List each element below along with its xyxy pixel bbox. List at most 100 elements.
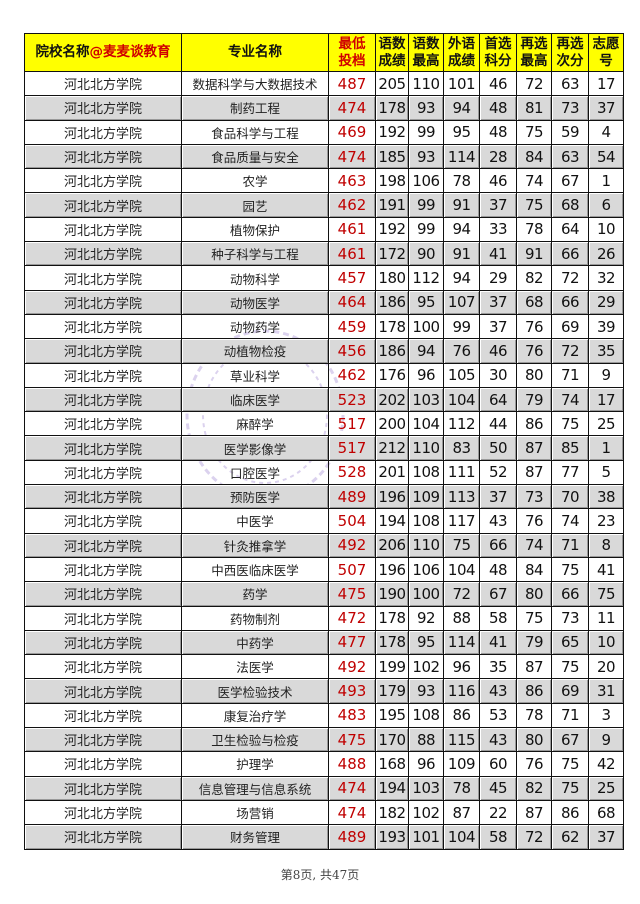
table-row: 河北北方学院 医学影像学 517 212 110 83 50 87 85 1 <box>24 435 624 461</box>
table-row: 河北北方学院 草业科学 462 176 96 105 30 80 71 9 <box>24 362 624 388</box>
cell-reselect-second: 69 <box>551 313 589 340</box>
h-l2: 最高 <box>520 52 548 69</box>
cell-first-choice: 37 <box>479 484 517 510</box>
cell-yushu-score: 195 <box>375 702 409 729</box>
cell-reselect-max: 79 <box>516 629 552 656</box>
cell-school: 河北北方学院 <box>24 70 182 97</box>
table-row: 河北北方学院 财务管理 489 193 101 104 58 72 62 37 <box>24 824 624 850</box>
cell-first-choice: 46 <box>479 70 517 97</box>
cell-yushu-max: 94 <box>408 338 444 364</box>
cell-wish-no: 17 <box>588 70 624 97</box>
cell-first-choice: 60 <box>479 751 517 777</box>
cell-first-choice: 67 <box>479 581 517 607</box>
cell-min-score: 461 <box>328 216 376 243</box>
cell-reselect-max: 86 <box>516 678 552 704</box>
cell-first-choice: 30 <box>479 362 517 388</box>
cell-major: 卫生检验与检疫 <box>181 727 329 753</box>
cell-yushu-max: 99 <box>408 192 444 218</box>
cell-min-score: 523 <box>328 386 376 413</box>
table-row: 河北北方学院 食品质量与安全 474 185 93 114 28 84 63 54 <box>24 143 624 170</box>
cell-wish-no: 38 <box>588 484 624 510</box>
cell-yushu-score: 168 <box>375 751 409 777</box>
table-row: 河北北方学院 食品科学与工程 469 192 99 95 48 75 59 4 <box>24 119 624 145</box>
page-number: 第8页, 共47页 <box>280 868 360 882</box>
header-min-score: 最低 投档 <box>328 33 376 72</box>
cell-foreign-score: 94 <box>443 216 480 243</box>
cell-foreign-score: 91 <box>443 241 480 267</box>
cell-major: 医学影像学 <box>181 435 329 461</box>
cell-reselect-second: 75 <box>551 775 589 801</box>
cell-school: 河北北方学院 <box>24 702 182 729</box>
cell-reselect-second: 73 <box>551 605 589 631</box>
cell-reselect-max: 87 <box>516 459 552 486</box>
table-row: 河北北方学院 临床医学 523 202 103 104 64 79 74 17 <box>24 386 624 413</box>
cell-first-choice: 52 <box>479 459 517 486</box>
cell-major: 财务管理 <box>181 824 329 850</box>
cell-min-score: 474 <box>328 143 376 170</box>
cell-school: 河北北方学院 <box>24 751 182 777</box>
cell-yushu-max: 93 <box>408 678 444 704</box>
cell-reselect-second: 65 <box>551 629 589 656</box>
header-brand: @麦麦谈教育 <box>89 44 171 60</box>
cell-first-choice: 41 <box>479 241 517 267</box>
cell-wish-no: 37 <box>588 95 624 121</box>
header-yushu-score: 语数 成绩 <box>375 33 409 72</box>
admission-score-table: 院校名称@麦麦谈教育 专业名称 最低 投档 语数 成绩 语数 最高 外语 成绩 首选 科分… <box>24 33 624 850</box>
cell-school: 河北北方学院 <box>24 265 182 291</box>
cell-yushu-score: 170 <box>375 727 409 753</box>
cell-wish-no: 42 <box>588 751 624 777</box>
h-l1: 最低 <box>338 35 366 52</box>
cell-school: 河北北方学院 <box>24 824 182 850</box>
cell-yushu-score: 206 <box>375 532 409 558</box>
cell-reselect-second: 67 <box>551 168 589 194</box>
cell-foreign-score: 114 <box>443 629 480 656</box>
cell-major: 口腔医学 <box>181 459 329 486</box>
cell-school: 河北北方学院 <box>24 484 182 510</box>
table-row: 河北北方学院 动植物检疫 456 186 94 76 46 76 72 35 <box>24 338 624 364</box>
cell-reselect-max: 82 <box>516 775 552 801</box>
cell-first-choice: 50 <box>479 435 517 461</box>
cell-reselect-max: 79 <box>516 386 552 413</box>
cell-wish-no: 8 <box>588 532 624 558</box>
cell-major: 植物保护 <box>181 216 329 243</box>
cell-reselect-second: 72 <box>551 265 589 291</box>
cell-first-choice: 28 <box>479 143 517 170</box>
cell-foreign-score: 104 <box>443 556 480 583</box>
table-row: 河北北方学院 动物药学 459 178 100 99 37 76 69 39 <box>24 313 624 340</box>
cell-wish-no: 3 <box>588 702 624 729</box>
cell-school: 河北北方学院 <box>24 678 182 704</box>
cell-min-score: 462 <box>328 192 376 218</box>
cell-foreign-score: 117 <box>443 508 480 534</box>
cell-wish-no: 39 <box>588 313 624 340</box>
table-row: 河北北方学院 药学 475 190 100 72 67 80 66 75 <box>24 581 624 607</box>
cell-foreign-score: 94 <box>443 265 480 291</box>
cell-yushu-score: 192 <box>375 119 409 145</box>
cell-major: 农学 <box>181 168 329 194</box>
cell-reselect-max: 76 <box>516 751 552 777</box>
cell-yushu-max: 102 <box>408 799 444 826</box>
cell-min-score: 489 <box>328 824 376 850</box>
cell-foreign-score: 86 <box>443 702 480 729</box>
cell-reselect-max: 74 <box>516 532 552 558</box>
h-l2: 投档 <box>338 52 366 69</box>
cell-yushu-max: 112 <box>408 265 444 291</box>
cell-reselect-second: 64 <box>551 216 589 243</box>
table-row: 河北北方学院 预防医学 489 196 109 113 37 73 70 38 <box>24 484 624 510</box>
cell-yushu-score: 205 <box>375 70 409 97</box>
cell-yushu-score: 212 <box>375 435 409 461</box>
cell-wish-no: 32 <box>588 265 624 291</box>
cell-major: 信息管理与信息系统 <box>181 775 329 801</box>
table-row: 河北北方学院 药物制剂 472 178 92 88 58 75 73 11 <box>24 605 624 631</box>
cell-yushu-score: 178 <box>375 95 409 121</box>
cell-school: 河北北方学院 <box>24 605 182 631</box>
cell-yushu-score: 178 <box>375 313 409 340</box>
cell-school: 河北北方学院 <box>24 581 182 607</box>
cell-foreign-score: 78 <box>443 168 480 194</box>
cell-first-choice: 53 <box>479 702 517 729</box>
cell-major: 中西医临床医学 <box>181 556 329 583</box>
cell-yushu-max: 110 <box>408 435 444 461</box>
header-foreign: 外语 成绩 <box>443 33 480 72</box>
cell-reselect-max: 76 <box>516 338 552 364</box>
cell-yushu-max: 101 <box>408 824 444 850</box>
cell-min-score: 475 <box>328 727 376 753</box>
